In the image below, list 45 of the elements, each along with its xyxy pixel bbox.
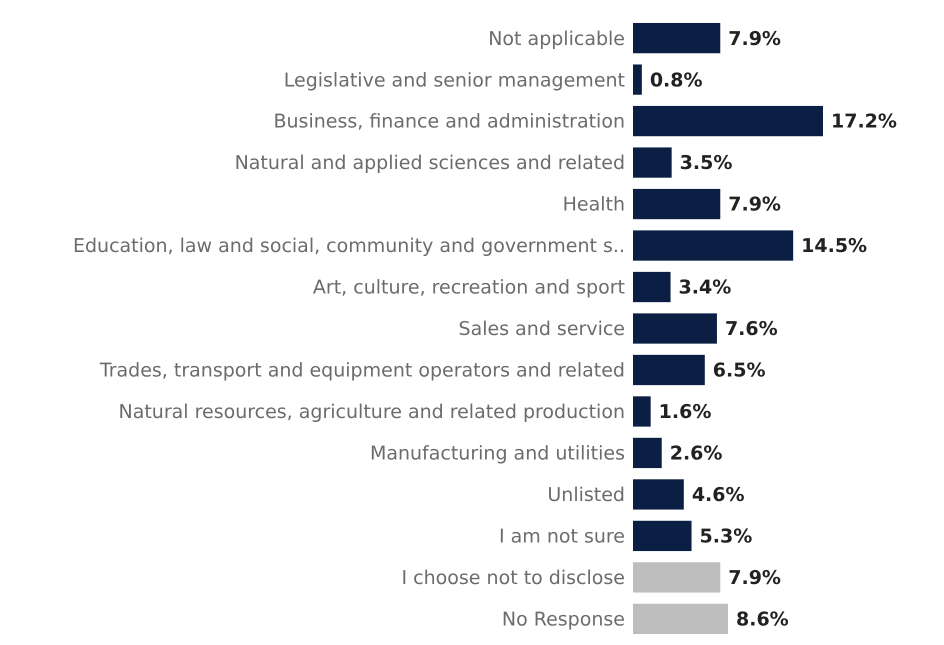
data-label: 3.4% — [678, 276, 732, 299]
y-tick-label: Legislative and senior management — [284, 69, 625, 92]
bar — [633, 354, 705, 386]
bar — [633, 106, 823, 136]
bar — [633, 147, 672, 178]
bar — [633, 313, 717, 344]
data-label: 1.6% — [658, 401, 712, 424]
y-tick-label: I am not sure — [498, 526, 625, 548]
data-label: 0.8% — [650, 69, 703, 92]
bar — [633, 64, 642, 95]
bar — [633, 604, 728, 634]
bar — [633, 396, 651, 427]
data-label: 6.5% — [712, 360, 766, 382]
data-label: 14.5% — [801, 235, 868, 258]
data-label: 7.9% — [728, 567, 781, 590]
bar — [633, 562, 720, 593]
y-tick-label: Natural resources, agriculture and related production — [118, 401, 625, 424]
data-label: 2.6% — [670, 442, 722, 465]
data-label: 7.6% — [724, 318, 778, 340]
bar — [633, 520, 692, 552]
y-tick-label: Natural and applied sciences and related — [234, 152, 625, 174]
y-tick-label: Education, law and social, community and government s.. — [72, 235, 625, 258]
y-tick-label: Trades, transport and equipment operators and related — [98, 360, 625, 382]
y-tick-label: Business, finance and administration — [273, 110, 625, 133]
bar — [633, 230, 794, 261]
y-tick-label: Health — [562, 194, 625, 216]
bar — [633, 479, 684, 510]
data-label: 8.6% — [736, 608, 789, 631]
y-tick-label: Art, culture, recreation and sport — [312, 276, 625, 299]
data-label: 3.5% — [680, 152, 732, 174]
data-label: 4.6% — [692, 484, 745, 506]
bar — [633, 188, 720, 220]
bar — [633, 438, 662, 468]
y-tick-label: Sales and service — [458, 318, 625, 340]
y-tick-label: I choose not to disclose — [402, 567, 625, 590]
y-tick-label: Not applicable — [488, 28, 625, 50]
data-label: 7.9% — [728, 194, 781, 216]
data-label: 17.2% — [831, 110, 897, 133]
y-tick-label: Manufacturing and utilities — [370, 442, 625, 465]
bar — [633, 22, 720, 54]
data-label: 7.9% — [728, 28, 781, 50]
bar — [633, 272, 671, 302]
data-label: 5.3% — [700, 526, 752, 548]
y-tick-label: No Response — [502, 608, 625, 631]
y-tick-label: Unlisted — [547, 484, 625, 506]
